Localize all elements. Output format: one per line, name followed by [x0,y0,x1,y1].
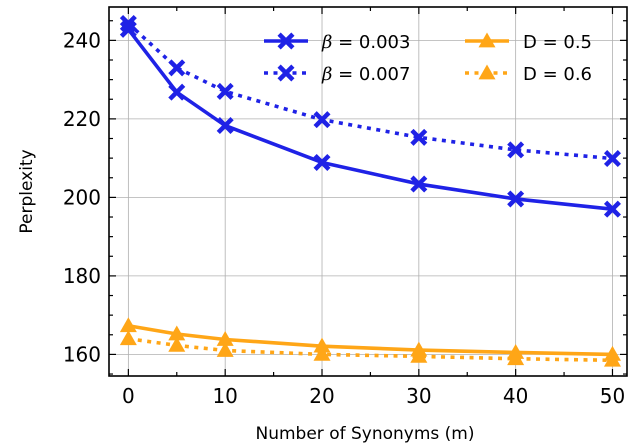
legend-label: β = 0.007 [321,64,410,85]
y-tick-label: 180 [63,264,101,288]
data-point [603,150,621,168]
data-point [313,153,331,171]
data-point [119,14,137,32]
data-point [507,190,525,208]
plot-frame [108,6,628,377]
data-point [168,83,186,101]
data-point [119,330,137,346]
data-point [168,336,186,352]
legend-marker [277,64,295,82]
y-tick-label: 240 [63,28,101,52]
data-point [168,59,186,77]
y-tick-label: 160 [63,342,101,366]
data-point [216,82,234,100]
data-point [603,200,621,218]
legend-label: D = 0.5 [523,32,592,53]
data-point [216,117,234,135]
series-2 [119,14,621,168]
data-point [507,350,525,366]
y-tick-label: 220 [63,107,101,131]
data-point [313,337,331,353]
x-tick-label: 50 [600,384,625,408]
x-tick-label: 20 [309,384,334,408]
data-point [410,128,428,146]
data-point [507,141,525,159]
data-point [410,175,428,193]
legend-marker [478,64,496,80]
x-tick-label: 10 [212,384,237,408]
x-axis-label: Number of Synonyms (m) [256,424,475,444]
data-point [216,341,234,357]
legend-label: D = 0.6 [523,64,592,85]
x-tick-label: 0 [122,384,135,408]
data-point [603,351,621,367]
series-line [128,323,613,357]
data-point [119,317,137,333]
legend-label: β = 0.003 [321,32,410,53]
x-tick-label: 30 [406,384,431,408]
data-point [216,330,234,346]
data-point [168,325,186,341]
series-4 [119,330,621,367]
legend-marker [478,32,496,48]
legend-marker [277,32,295,50]
x-tick-label: 40 [503,384,528,408]
data-point [313,345,331,361]
data-point [313,111,331,129]
y-axis-label: Perplexity [17,149,37,233]
data-point [410,347,428,363]
y-tick-label: 200 [63,185,101,209]
legend: β = 0.003 β = 0.007 D = 0.5 D = 0.6 [264,32,592,85]
